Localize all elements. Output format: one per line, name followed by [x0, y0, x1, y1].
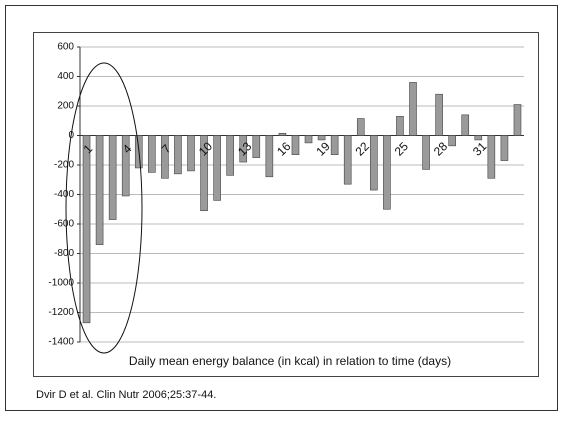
- bar: [383, 135, 391, 210]
- bar: [317, 135, 326, 141]
- slide-border: [5, 5, 558, 411]
- bar: [121, 135, 130, 197]
- bar: [513, 104, 522, 136]
- x-tick-label: 31: [470, 139, 490, 159]
- x-axis-title: Daily mean energy balance (in kcal) in r…: [129, 354, 451, 368]
- highlight-ellipse: [65, 62, 143, 354]
- y-tick-label: -1400: [48, 337, 74, 348]
- bar: [278, 132, 287, 136]
- bar: [304, 135, 313, 144]
- y-tick-label: -1200: [48, 307, 74, 318]
- bar: [343, 135, 352, 185]
- x-tick-label: 10: [196, 139, 216, 159]
- x-tick-label: 25: [392, 139, 412, 159]
- citation: Dvir D et al. Clin Nutr 2006;25:37-44.: [36, 389, 216, 401]
- bar: [95, 135, 104, 245]
- bar: [448, 135, 456, 147]
- bar: [82, 135, 91, 324]
- bar: [500, 135, 509, 161]
- x-tick-label: 19: [313, 139, 333, 159]
- y-tick-label: -800: [54, 248, 74, 259]
- bar: [461, 114, 470, 136]
- bar: [422, 135, 430, 170]
- bar: [148, 135, 156, 173]
- x-tick-label: 28: [431, 139, 451, 159]
- bar: [174, 135, 182, 175]
- bar: [356, 118, 365, 136]
- bar: [435, 93, 443, 136]
- bar: [213, 135, 221, 201]
- bar: [291, 135, 300, 155]
- bar: [108, 135, 117, 220]
- bar: [200, 135, 208, 212]
- bar: [370, 135, 378, 191]
- y-tick-label: -600: [54, 219, 74, 230]
- y-tick-label: -400: [54, 189, 74, 200]
- y-tick-label: 400: [57, 71, 74, 82]
- x-tick-label: 13: [235, 139, 255, 159]
- chart-border: [33, 32, 539, 377]
- bar: [330, 135, 339, 155]
- bar: [474, 135, 483, 141]
- x-tick-label: 16: [274, 139, 294, 159]
- y-tick-label: 200: [57, 101, 74, 112]
- bar: [226, 135, 234, 176]
- x-tick-label: 22: [353, 139, 373, 159]
- bar: [396, 116, 404, 136]
- bar: [265, 135, 274, 178]
- bar: [487, 135, 496, 179]
- y-tick-label: -1000: [48, 278, 74, 289]
- y-tick-label: -200: [54, 160, 74, 171]
- bar: [409, 82, 417, 136]
- bar: [161, 135, 169, 179]
- bar: [239, 135, 248, 163]
- y-tick-label: 600: [57, 42, 74, 53]
- bar: [252, 135, 261, 158]
- bar: [187, 135, 195, 172]
